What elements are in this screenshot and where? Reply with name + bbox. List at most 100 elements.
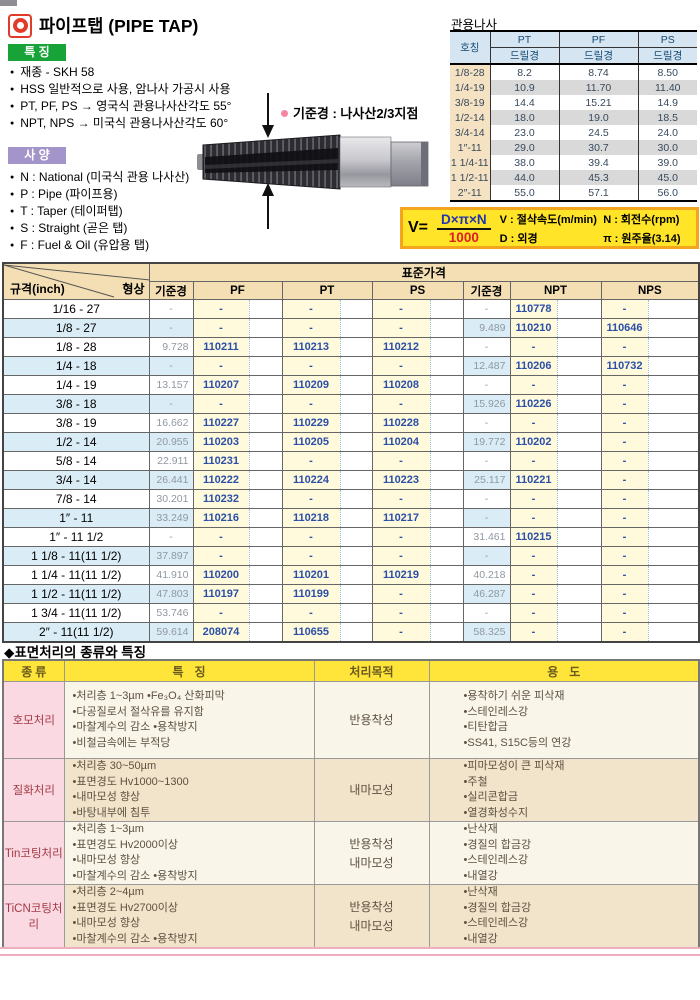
blank-cell — [430, 603, 464, 623]
pink-dot-icon — [281, 110, 288, 117]
drill-dia-cell: 55.0 — [489, 185, 559, 201]
base-dia-cell: - — [148, 318, 194, 338]
page-title: 파이프탭 (PIPE TAP) — [39, 16, 199, 36]
spec-item: T : Taper (테이퍼탭) — [10, 203, 189, 220]
code-cell: 110207 — [192, 375, 250, 395]
code-cell: 110227 — [192, 413, 250, 433]
blank-cell — [249, 356, 283, 376]
base-dia-cell: - — [462, 508, 511, 528]
blank-cell — [340, 432, 373, 452]
price-row: 1 1/2 - 11(11 1/2) 47.803 110197 110199-46.… — [2, 584, 700, 604]
base-dia-cell: 12.487 — [462, 356, 511, 376]
code-cell: 110224 — [281, 470, 341, 490]
price-row: 1/8 - 27- - - -9.489 110210 110646 — [2, 318, 700, 338]
code-cell: 110229 — [281, 413, 341, 433]
price-row: 5/8 - 14 22.911 110231- - - - - — [2, 451, 700, 471]
use-line: •피마모성이 큰 피삭재 — [463, 760, 565, 772]
footer-divider — [0, 947, 700, 956]
blank-cell — [430, 584, 464, 604]
code-cell: 110211 — [192, 337, 250, 357]
code-cell: 110217 — [371, 508, 431, 528]
drill-dia-cell: 29.0 — [489, 140, 559, 155]
drill-dia-cell: 10.9 — [489, 80, 559, 95]
base-dia-cell: - — [462, 299, 511, 319]
tap-square-shade — [421, 142, 428, 186]
code-cell: - — [509, 375, 558, 395]
code-cell: - — [509, 546, 558, 566]
blank-cell — [430, 337, 464, 357]
blank-cell — [430, 299, 464, 319]
code-cell: 110205 — [281, 432, 341, 452]
spec-cell: 2″ - 11(11 1/2) — [2, 622, 150, 643]
tap-annotation-text: 기준경 : 나사산2/3지점 — [293, 106, 419, 121]
blank-cell — [557, 508, 602, 528]
code-cell: 110206 — [509, 356, 558, 376]
designation-cell: 1/2-14 — [450, 110, 490, 125]
blank-cell — [430, 546, 464, 566]
treatment-purpose-cell: 반용착성 내마모성 — [313, 884, 430, 949]
price-row: 1/16 - 27- - - - -110778- — [2, 299, 700, 319]
code-cell: - — [600, 337, 649, 357]
use-line: •용착하기 쉬운 피삭재 — [463, 690, 565, 702]
code-cell: - — [281, 318, 341, 338]
blank-cell — [648, 603, 700, 623]
sf-header-uses: 용도 — [428, 659, 700, 682]
code-cell: 110212 — [371, 337, 431, 357]
feature-line: •바탕내부에 침투 — [72, 806, 151, 819]
designation-cell: 1 1/4-11 — [450, 155, 490, 170]
tap-shank — [339, 136, 392, 188]
treatment-purpose-cell: 내마모성 — [313, 758, 430, 822]
base-dia-cell: 22.911 — [148, 451, 194, 471]
blank-cell — [340, 413, 373, 433]
base-dia-cell: 30.201 — [148, 489, 194, 509]
thread-row: 1/2-14 18.0 19.0 18.5 — [450, 110, 697, 125]
surface-row: 질화처리 •처리층 30~50µm •표면경도 Hv1000~1300 •내마모성 향… — [2, 758, 700, 822]
feature-line: •마찰계수의 감소 •용착방지 — [72, 869, 198, 882]
blank-cell — [430, 413, 464, 433]
purpose-line: 내마모성 — [349, 918, 394, 933]
spec-cell: 3/8 - 19 — [2, 413, 150, 433]
blank-cell — [648, 470, 700, 490]
blank-cell — [249, 337, 283, 357]
feature-line: •내마모성 향상 — [72, 791, 141, 803]
blank-cell — [557, 546, 602, 566]
base-dia-cell: - — [462, 451, 511, 471]
code-cell: - — [192, 394, 250, 414]
designation-cell: 1 1/2-11 — [450, 170, 490, 185]
blank-cell — [340, 337, 373, 357]
code-cell: - — [371, 527, 431, 547]
code-cell: - — [281, 546, 341, 566]
thread-row: 2″-11 55.0 57.1 56.0 — [450, 185, 697, 201]
header-base-dia-2: 기준경 — [462, 281, 511, 300]
blank-cell — [430, 622, 464, 643]
treatment-purpose-cell: 반용착성 내마모성 — [313, 821, 430, 885]
blank-cell — [340, 508, 373, 528]
col-header-designation: 호칭 — [450, 31, 490, 65]
drill-dia-cell: 15.21 — [558, 95, 638, 110]
spec-item: F : Fuel & Oil (유압용 탭) — [10, 237, 189, 254]
use-line: •SS41, S15C등의 연강 — [463, 736, 572, 749]
tap-flute-highlight — [205, 159, 338, 169]
blank-cell — [648, 489, 700, 509]
band-title: 표준가격 — [148, 262, 700, 282]
feature-line: •마찰계수의 감소 •용착방지 — [72, 721, 198, 733]
treatment-features-cell: •처리층 1~3µm •Fe₃O₄ 산화피막 •다공질로서 절삭유를 유지함 •마찰… — [63, 681, 315, 759]
drill-dia-cell: 44.0 — [489, 170, 559, 185]
code-cell: 110209 — [281, 375, 341, 395]
base-dia-cell: 33.249 — [148, 508, 194, 528]
spec-cell: 3/4 - 14 — [2, 470, 150, 490]
header-base-dia: 기준경 — [148, 281, 194, 300]
code-cell: - — [600, 432, 649, 452]
code-cell: - — [509, 584, 558, 604]
designation-cell: 1″-11 — [450, 140, 490, 155]
blank-cell — [340, 299, 373, 319]
blank-cell — [430, 451, 464, 471]
feature-line: •다공질로서 절삭유를 유지함 — [72, 705, 204, 718]
code-cell: 110216 — [192, 508, 250, 528]
code-cell: - — [509, 337, 558, 357]
subheader-drill-dia: 드릴경 — [489, 47, 559, 65]
designation-cell: 1/4-19 — [450, 80, 490, 95]
blank-cell — [430, 318, 464, 338]
spec-cell: 1 3/4 - 11(11 1/2) — [2, 603, 150, 623]
code-cell: - — [509, 565, 558, 585]
